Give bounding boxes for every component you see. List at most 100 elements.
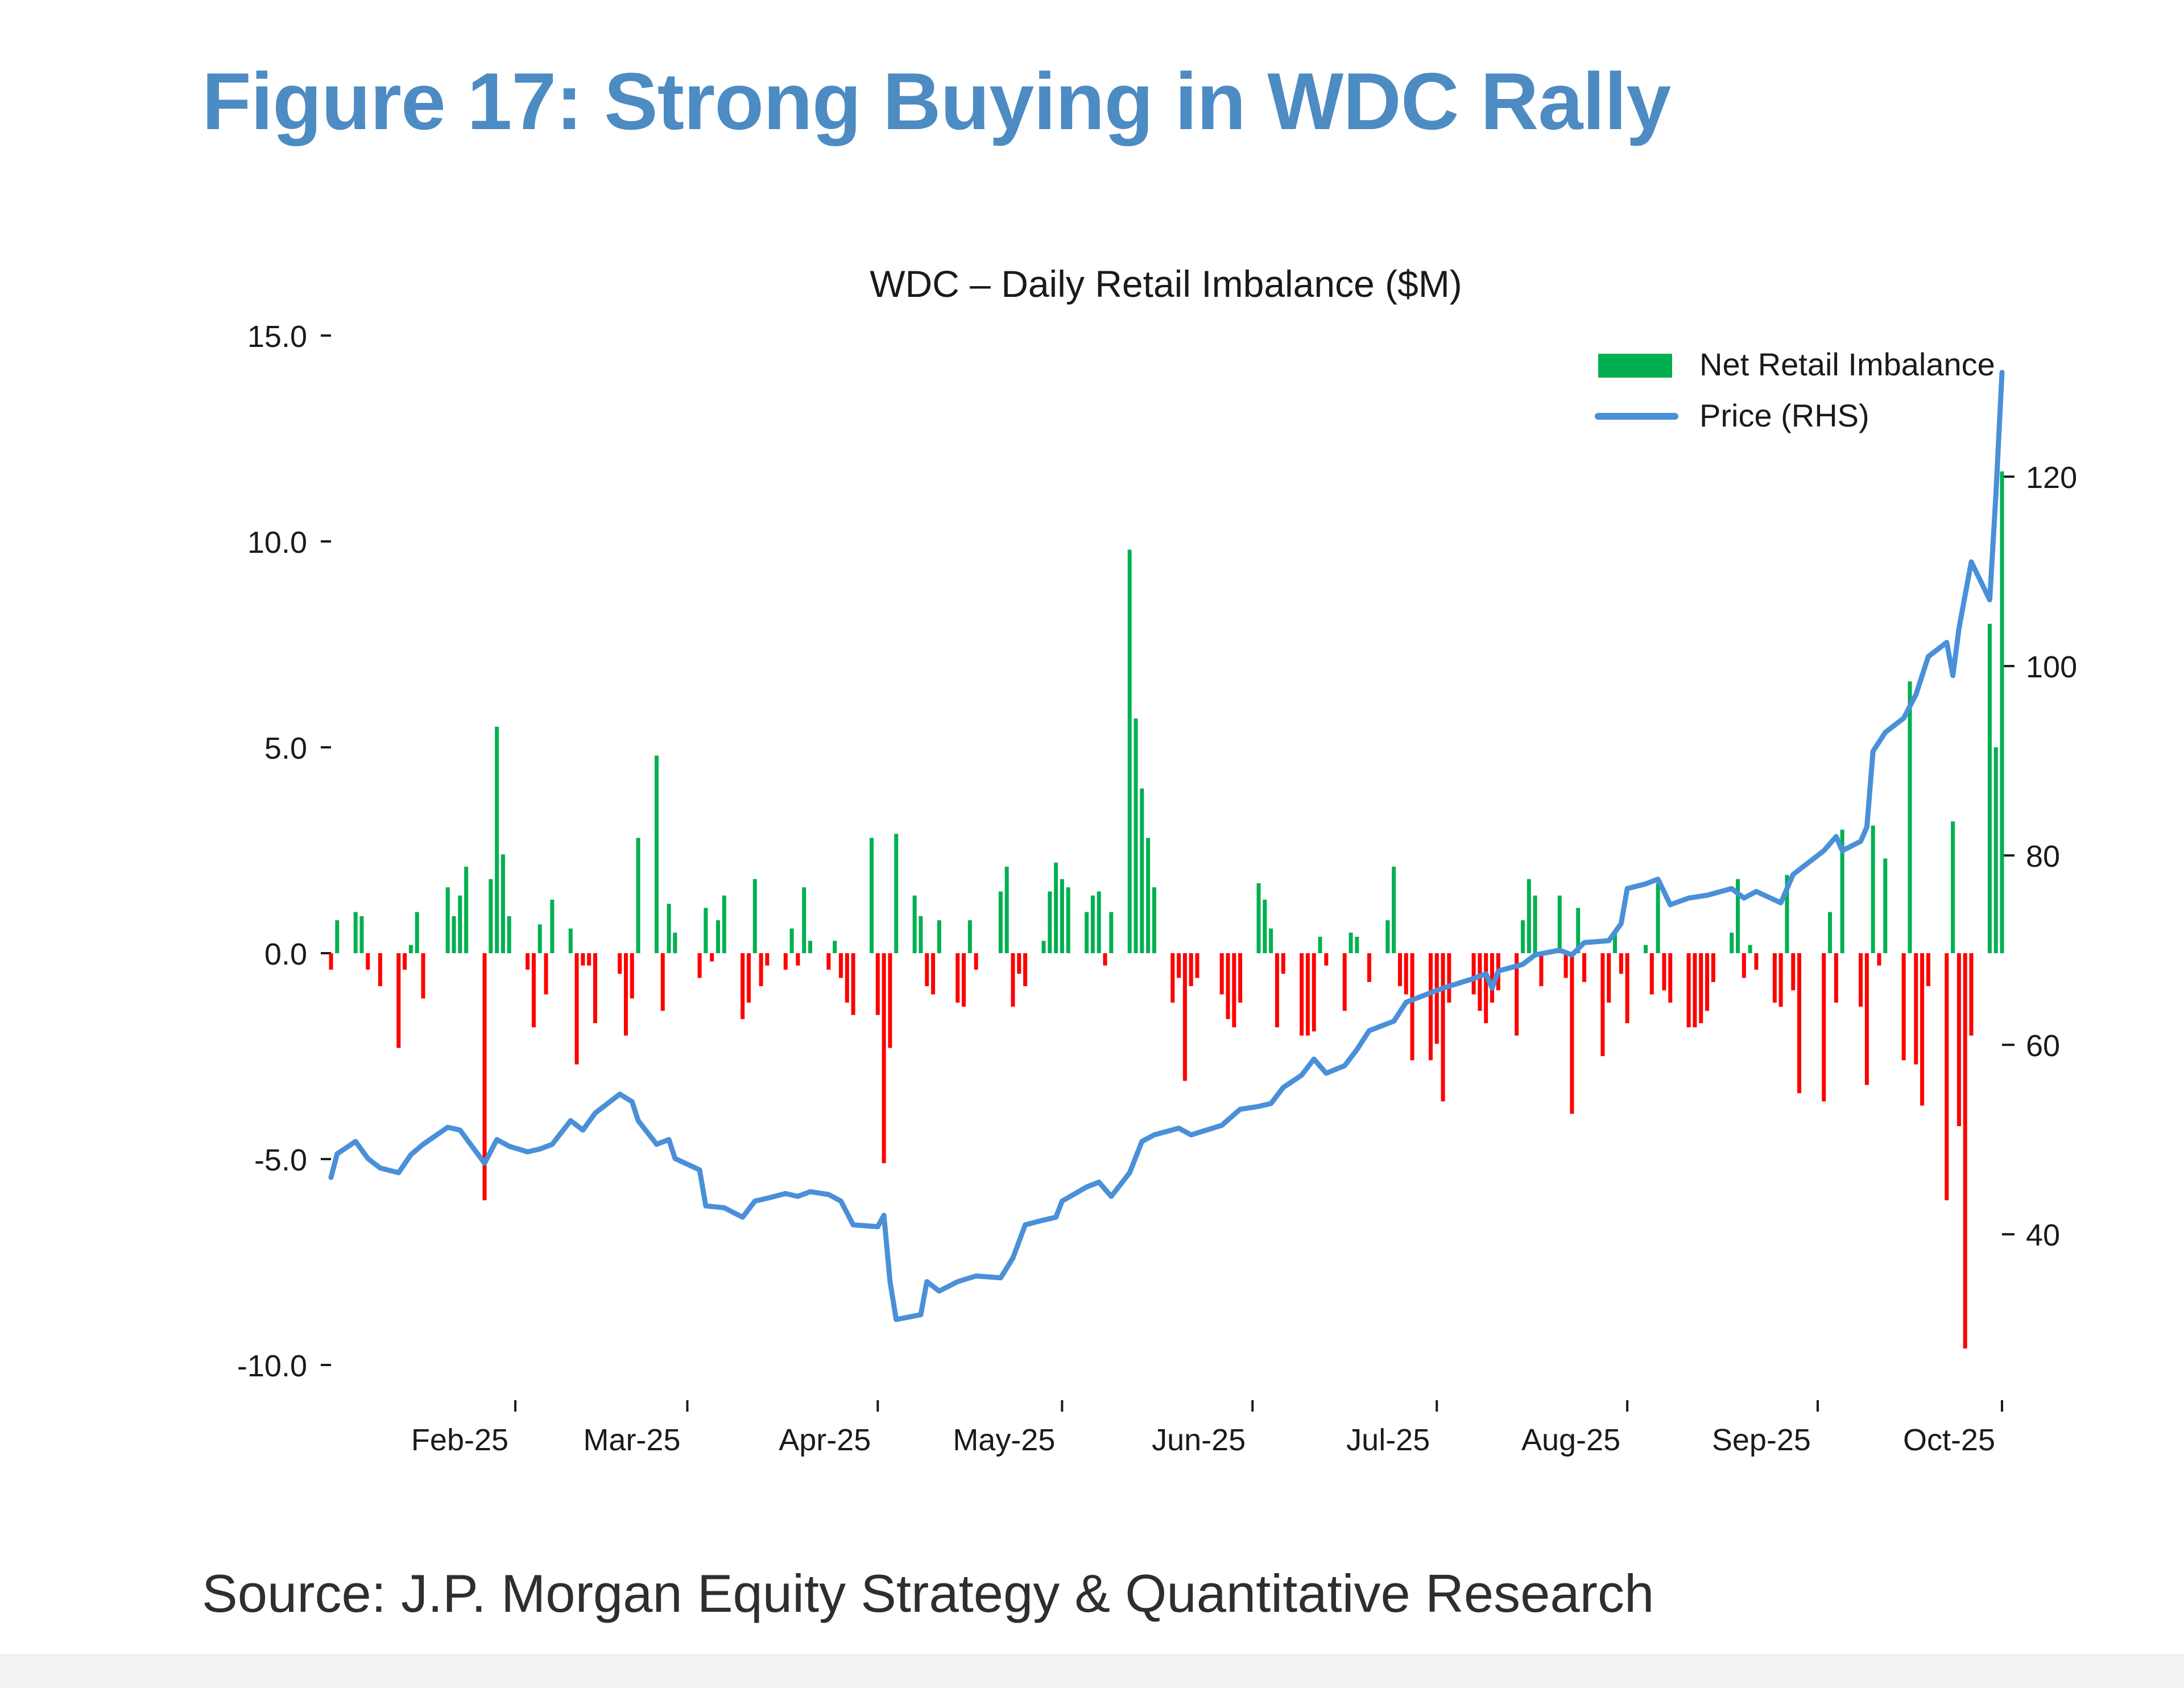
bar-positive	[1085, 912, 1089, 953]
bar-negative	[962, 953, 966, 1007]
bar-negative	[1428, 953, 1433, 1061]
bar-negative	[421, 953, 425, 999]
bar-negative	[1797, 953, 1802, 1094]
bar-positive	[1785, 875, 1789, 953]
bar-negative	[1901, 953, 1906, 1061]
bar-positive	[1730, 932, 1734, 953]
bar-positive	[1140, 788, 1144, 953]
figure-title: Figure 17: Strong Buying in WDC Rally	[202, 56, 1671, 147]
bar-positive	[937, 920, 941, 953]
right-tick-label: 60	[2026, 1029, 2060, 1063]
bar-positive	[1736, 879, 1740, 953]
legend-label-line: Price (RHS)	[1699, 398, 1869, 433]
bar-positive	[1127, 549, 1132, 953]
bar-negative	[1195, 953, 1199, 978]
bar-positive	[654, 755, 659, 953]
bar-positive	[722, 895, 726, 953]
bar-positive	[919, 916, 923, 953]
bar-negative	[1926, 953, 1930, 986]
bar-negative	[1484, 953, 1488, 1024]
bar-positive	[808, 941, 813, 953]
bar-negative	[1956, 953, 1961, 1127]
bar-negative	[1864, 953, 1869, 1085]
bar-positive	[894, 834, 899, 953]
bar-positive	[1109, 912, 1114, 953]
bar-negative	[851, 953, 855, 1015]
bar-positive	[1871, 825, 1875, 953]
bar-negative	[1969, 953, 1974, 1036]
bar-positive	[1533, 895, 1537, 953]
bar-negative	[1686, 953, 1691, 1028]
bar-negative	[623, 953, 628, 1036]
bar-negative	[1699, 953, 1703, 1024]
bar-negative	[587, 953, 592, 966]
bar-negative	[482, 953, 487, 1201]
x-tick-label: May-25	[953, 1423, 1055, 1457]
bar-negative	[741, 953, 745, 1019]
bar-positive	[1993, 747, 1998, 953]
bar-negative	[1625, 953, 1629, 1024]
bar-positive	[353, 912, 358, 953]
bar-negative	[1754, 953, 1759, 970]
bar-negative	[1515, 953, 1519, 1036]
bar-positive	[912, 895, 917, 953]
bar-positive	[452, 916, 456, 953]
bar-negative	[593, 953, 597, 1024]
bar-positive	[1041, 941, 1046, 953]
x-tick-label: Sep-25	[1712, 1423, 1811, 1457]
right-tick-label: 40	[2026, 1218, 2060, 1252]
legend: Net Retail Imbalance Price (RHS)	[1595, 346, 1995, 433]
bar-negative	[1312, 953, 1316, 1032]
bar-positive	[1656, 883, 1660, 953]
bar-negative	[1619, 953, 1623, 974]
bar-negative	[1182, 953, 1187, 1081]
bar-negative	[1367, 953, 1371, 982]
bar-positive	[1269, 928, 1273, 953]
bar-positive	[1987, 623, 1992, 953]
bar-positive	[1263, 899, 1267, 953]
bar-negative	[1404, 953, 1408, 995]
bar-negative	[1434, 953, 1439, 1044]
bar-negative	[1772, 953, 1777, 1003]
bar-negative	[1877, 953, 1881, 966]
bar-positive	[833, 941, 837, 953]
bar-positive	[704, 908, 708, 953]
left-tick-label: -5.0	[254, 1143, 307, 1177]
bar-positive	[673, 932, 677, 953]
bar-negative	[1177, 953, 1181, 978]
bar-positive	[870, 838, 874, 953]
bar-negative	[1011, 953, 1015, 1007]
x-axis: Feb-25 Mar-25 Apr-25 May-25 Jun-25 Jul-25 Aug-…	[411, 1400, 2003, 1457]
price-line-group	[328, 370, 2005, 1322]
price-line	[328, 370, 2005, 1322]
bar-negative	[845, 953, 849, 1003]
bar-negative	[826, 953, 831, 970]
bar-positive	[1883, 858, 1888, 953]
bar-positive	[1134, 718, 1138, 953]
bar-negative	[1324, 953, 1329, 966]
left-tick-label: -10.0	[237, 1349, 307, 1383]
bar-positive	[500, 854, 505, 953]
bar-negative	[1471, 953, 1476, 995]
bar-negative	[1791, 953, 1796, 991]
bar-positive	[1644, 945, 1648, 953]
bar-negative	[839, 953, 843, 978]
bar-positive	[1318, 937, 1322, 953]
x-tick-label: Aug-25	[1521, 1423, 1620, 1457]
bar-positive	[1152, 887, 1156, 953]
bar-negative	[581, 953, 585, 966]
x-tick-label: Jul-25	[1346, 1423, 1430, 1457]
bar-positive	[489, 879, 493, 953]
bar-positive	[1392, 866, 1396, 953]
bar-positive	[1355, 937, 1359, 953]
bar-negative	[1490, 953, 1494, 1003]
bar-positive	[2000, 471, 2004, 953]
bar-negative	[1226, 953, 1230, 1019]
bar-negative	[1607, 953, 1611, 1003]
bar-negative	[630, 953, 634, 999]
bar-negative	[1563, 953, 1568, 978]
left-tick-label: 15.0	[247, 320, 307, 354]
bar-negative	[1275, 953, 1279, 1028]
bottom-strip	[0, 1654, 2184, 1688]
